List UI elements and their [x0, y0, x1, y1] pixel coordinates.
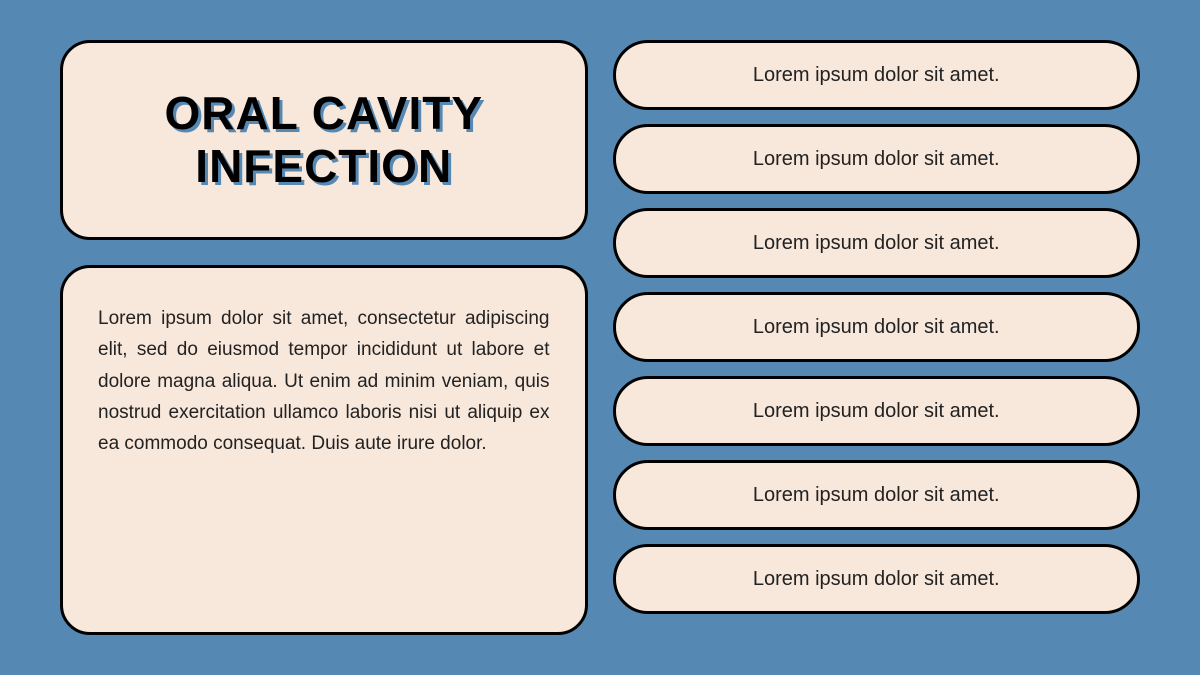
list-item-label: Lorem ipsum dolor sit amet.	[753, 400, 1000, 423]
right-column: Lorem ipsum dolor sit amet. Lorem ipsum …	[613, 40, 1141, 635]
list-item-label: Lorem ipsum dolor sit amet.	[753, 64, 1000, 87]
list-item-label: Lorem ipsum dolor sit amet.	[753, 484, 1000, 507]
list-item: Lorem ipsum dolor sit amet.	[613, 460, 1141, 530]
list-item-label: Lorem ipsum dolor sit amet.	[753, 148, 1000, 171]
list-item: Lorem ipsum dolor sit amet.	[613, 40, 1141, 110]
slide-title: ORAL CAVITY INFECTION	[83, 87, 565, 193]
list-item: Lorem ipsum dolor sit amet.	[613, 544, 1141, 614]
list-item-label: Lorem ipsum dolor sit amet.	[753, 232, 1000, 255]
list-item: Lorem ipsum dolor sit amet.	[613, 208, 1141, 278]
list-item: Lorem ipsum dolor sit amet.	[613, 292, 1141, 362]
description-text: Lorem ipsum dolor sit amet, consectetur …	[98, 303, 550, 460]
description-box: Lorem ipsum dolor sit amet, consectetur …	[60, 265, 588, 635]
list-item-label: Lorem ipsum dolor sit amet.	[753, 316, 1000, 339]
list-item: Lorem ipsum dolor sit amet.	[613, 376, 1141, 446]
list-item-label: Lorem ipsum dolor sit amet.	[753, 568, 1000, 591]
list-item: Lorem ipsum dolor sit amet.	[613, 124, 1141, 194]
left-column: ORAL CAVITY INFECTION Lorem ipsum dolor …	[60, 40, 588, 635]
title-box: ORAL CAVITY INFECTION	[60, 40, 588, 240]
